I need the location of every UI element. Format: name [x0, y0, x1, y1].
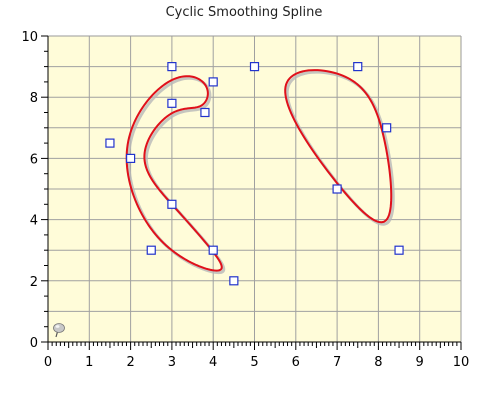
x-tick-label: 2 [126, 355, 134, 370]
data-point[interactable] [167, 61, 177, 72]
x-tick-label: 9 [416, 355, 424, 370]
data-point[interactable] [229, 276, 239, 286]
y-tick-label: 0 [30, 336, 38, 351]
y-tick-label: 10 [21, 30, 38, 45]
x-tick-label: 6 [292, 355, 300, 370]
x-tick-label: 0 [44, 355, 52, 370]
y-tick-label: 8 [30, 91, 38, 106]
x-tick-label: 5 [250, 355, 258, 370]
data-point[interactable] [394, 245, 404, 255]
data-point[interactable] [105, 138, 115, 148]
y-tick-label: 6 [30, 152, 38, 167]
pushpin-icon[interactable] [53, 323, 65, 338]
y-tick-label: 2 [30, 275, 38, 290]
data-point[interactable] [167, 98, 177, 108]
y-tick-label: 4 [30, 214, 38, 229]
data-point[interactable] [353, 61, 363, 72]
data-point[interactable] [167, 199, 177, 209]
data-point[interactable] [200, 107, 210, 118]
data-point[interactable] [208, 245, 218, 255]
chart-title: Cyclic Smoothing Spline [165, 5, 323, 20]
data-point[interactable] [249, 61, 260, 72]
x-tick-label: 1 [85, 355, 93, 370]
x-tick-label: 8 [374, 355, 382, 370]
series-line [284, 69, 393, 224]
data-point[interactable] [125, 153, 136, 163]
data-point[interactable] [382, 123, 392, 133]
x-tick-label: 7 [333, 355, 341, 370]
data-point[interactable] [146, 245, 156, 255]
x-tick-label: 4 [209, 355, 217, 370]
data-point[interactable] [208, 77, 218, 87]
x-tick-label: 10 [453, 355, 470, 370]
x-tick-label: 3 [168, 355, 176, 370]
data-point[interactable] [332, 184, 342, 194]
